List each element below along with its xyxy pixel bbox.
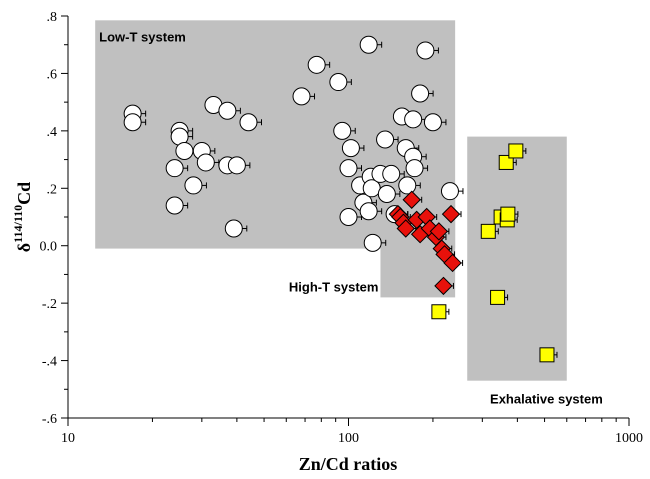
region-label-0: Low-T system bbox=[99, 29, 186, 44]
y-axis-title-sup: 114/110 bbox=[11, 205, 25, 243]
low-t-point bbox=[359, 202, 378, 221]
region-labels: Low-T system High-T system Exhalative syst… bbox=[99, 29, 603, 406]
exhalative-point bbox=[431, 304, 447, 320]
x-ticks: 10 100 1000 bbox=[61, 418, 643, 446]
high-t-point bbox=[402, 190, 421, 209]
y-tick-label: .8 bbox=[47, 10, 58, 25]
low-t-point bbox=[404, 110, 423, 129]
low-t-point bbox=[411, 84, 430, 103]
low-t-point bbox=[329, 73, 348, 92]
y-tick-label: -.6 bbox=[42, 412, 57, 427]
low-t-point bbox=[218, 101, 237, 120]
y-tick-label: .4 bbox=[47, 125, 58, 140]
x-tick-label: 10 bbox=[61, 431, 75, 446]
low-t-point bbox=[398, 176, 417, 195]
low-t-point bbox=[339, 208, 358, 226]
high-t-point bbox=[429, 222, 449, 241]
low-t-point bbox=[440, 182, 459, 201]
y-tick-label: .2 bbox=[47, 182, 58, 197]
region-label-2: Exhalative system bbox=[490, 392, 603, 407]
low-t-point bbox=[165, 159, 184, 178]
low-t-point bbox=[341, 139, 360, 158]
low-t-point bbox=[239, 113, 258, 132]
low-t-point bbox=[376, 130, 395, 149]
high-t-point bbox=[443, 253, 462, 273]
exhalative-point bbox=[498, 154, 514, 170]
low-t-point bbox=[175, 141, 194, 160]
low-t-point bbox=[382, 164, 401, 183]
y-tick-label: -.4 bbox=[42, 355, 57, 370]
exhalative-point bbox=[480, 223, 496, 239]
regions bbox=[95, 20, 567, 381]
exhalative-point bbox=[539, 347, 555, 363]
high-t-point bbox=[441, 204, 461, 224]
low-t-point bbox=[123, 113, 142, 132]
region-box-2 bbox=[467, 136, 567, 381]
y-axis-title-main: δ bbox=[14, 243, 34, 252]
data-markers bbox=[123, 35, 555, 363]
low-t-point bbox=[196, 153, 215, 172]
y-axis-title: δ114/110Cd bbox=[11, 182, 34, 252]
low-t-point bbox=[363, 233, 382, 252]
high-t-point bbox=[396, 219, 415, 238]
low-t-point bbox=[227, 156, 246, 175]
low-t-point bbox=[359, 35, 378, 54]
low-t-point bbox=[416, 41, 435, 60]
exhalative-point bbox=[508, 143, 524, 159]
high-t-point bbox=[434, 276, 453, 296]
low-t-point bbox=[165, 196, 184, 215]
x-axis-title: Zn/Cd ratios bbox=[299, 454, 398, 474]
exhalative-point bbox=[490, 289, 506, 305]
low-t-point bbox=[377, 185, 396, 204]
y-tick-label: .6 bbox=[47, 67, 58, 82]
low-t-point bbox=[184, 176, 203, 195]
low-t-point bbox=[339, 159, 358, 178]
y-ticks: -.6 -.4 -.2 0.0 .2 .4 .6 .8 bbox=[40, 10, 68, 427]
low-t-point bbox=[333, 121, 352, 140]
y-tick-label: 0.0 bbox=[40, 240, 58, 255]
region-label-1: High-T system bbox=[289, 279, 379, 294]
low-t-point bbox=[307, 55, 326, 74]
x-tick-label: 1000 bbox=[615, 431, 643, 446]
low-t-point bbox=[423, 113, 442, 132]
y-tick-label: -.2 bbox=[42, 297, 57, 312]
low-t-point bbox=[224, 219, 243, 238]
low-t-point bbox=[292, 87, 311, 106]
low-t-point bbox=[405, 159, 424, 178]
exhalative-point bbox=[500, 206, 516, 222]
y-axis-title-tail: Cd bbox=[14, 182, 34, 205]
x-tick-label: 100 bbox=[338, 431, 359, 446]
